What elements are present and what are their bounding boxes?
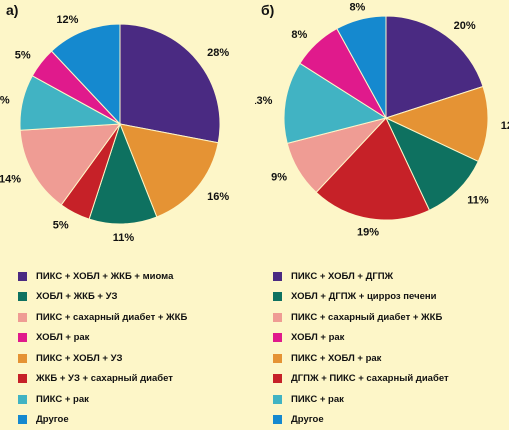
slice-value-label: 12% (501, 120, 509, 132)
legend-label: ПИКС + рак (36, 394, 89, 405)
legend-label: ЖКБ + УЗ + сахарный диабет (36, 373, 173, 384)
slice-value-label: 12% (56, 14, 78, 26)
slice-value-label: 16% (207, 191, 229, 203)
chart-panel-a: а) 28%16%11%5%14%9%5%12% ПИКС + ХОБЛ + Ж… (0, 0, 254, 411)
legend-label: ПИКС + сахарный диабет + ЖКБ (36, 312, 187, 323)
legend-label: Другое (36, 414, 69, 425)
legend-item: ПИКС + рак (18, 389, 187, 410)
pie-chart-b: 20% 12% 11% 19% 9% 13% 8% 8% (255, 0, 509, 262)
slice-value-label: 14% (0, 173, 21, 185)
legend-swatch (273, 313, 282, 322)
legend-swatch (18, 272, 27, 281)
legend-label: ХОБЛ + ЖКБ + УЗ (36, 291, 117, 302)
pie-chart-a: 28% 16% 11% 5% 14% 9% 5% 12% (0, 0, 254, 262)
legend-swatch (273, 374, 282, 383)
legend-item: ПИКС + ХОБЛ + УЗ (18, 348, 187, 369)
slice-value-label: 20% (454, 20, 476, 32)
legend-item: Другое (18, 410, 187, 430)
legend-swatch (18, 313, 27, 322)
slice-value-label: 5% (53, 220, 69, 232)
slice-value-label: 11% (113, 232, 135, 244)
legend-swatch (273, 395, 282, 404)
legend-label: ХОБЛ + рак (291, 332, 344, 343)
legend-label: ПИКС + ХОБЛ + ДГПЖ (291, 271, 393, 282)
legend-swatch (18, 333, 27, 342)
legend-item: ЖКБ + УЗ + сахарный диабет (18, 369, 187, 390)
legend-item: ПИКС + сахарный диабет + ЖКБ (273, 307, 449, 328)
slice-value-label: 28% (207, 47, 229, 59)
legend-label: ХОБЛ + ДГПЖ + цирроз печени (291, 291, 436, 302)
slice-value-label: 9% (0, 94, 10, 106)
legend-label: ПИКС + ХОБЛ + ЖКБ + миома (36, 271, 173, 282)
legend-swatch (273, 292, 282, 301)
legend-swatch (18, 292, 27, 301)
slice-value-label: 19% (357, 227, 379, 239)
legend-item: ПИКС + рак (273, 389, 449, 410)
legend-item: ПИКС + ХОБЛ + ЖКБ + миома (18, 266, 187, 287)
legend-label: Другое (291, 414, 324, 425)
legend-swatch (273, 333, 282, 342)
slice-value-label: 13% (255, 95, 273, 107)
legend-label: ХОБЛ + рак (36, 332, 89, 343)
legend-a: ПИКС + ХОБЛ + ЖКБ + миома ХОБЛ + ЖКБ + УЗ… (18, 266, 187, 430)
legend-item: ХОБЛ + ДГПЖ + цирроз печени (273, 287, 449, 308)
legend-item: Другое (273, 410, 449, 430)
legend-item: ХОБЛ + ЖКБ + УЗ (18, 287, 187, 308)
legend-item: ХОБЛ + рак (273, 328, 449, 349)
legend-label: ПИКС + ХОБЛ + УЗ (36, 353, 122, 364)
legend-label: ДГПЖ + ПИКС + сахарный диабет (291, 373, 449, 384)
slice-value-label: 8% (349, 2, 365, 14)
slice-value-label: 9% (271, 172, 287, 184)
legend-label: ПИКС + рак (291, 394, 344, 405)
legend-swatch (273, 354, 282, 363)
slice-value-label: 5% (15, 50, 31, 62)
chart-panel-b: б) 20%12%11%19%9%13%8%8% ПИКС + ХОБЛ + Д… (255, 0, 509, 411)
slice-value-label: 11% (467, 194, 489, 206)
legend-swatch (18, 374, 27, 383)
legend-item: ДГПЖ + ПИКС + сахарный диабет (273, 369, 449, 390)
legend-item: ПИКС + ХОБЛ + рак (273, 348, 449, 369)
legend-swatch (18, 354, 27, 363)
legend-item: ХОБЛ + рак (18, 328, 187, 349)
slice-value-label: 8% (291, 29, 307, 41)
legend-label: ПИКС + сахарный диабет + ЖКБ (291, 312, 442, 323)
pie-slice (120, 24, 220, 143)
legend-swatch (18, 415, 27, 424)
legend-item: ПИКС + ХОБЛ + ДГПЖ (273, 266, 449, 287)
legend-item: ПИКС + сахарный диабет + ЖКБ (18, 307, 187, 328)
legend-swatch (273, 272, 282, 281)
legend-label: ПИКС + ХОБЛ + рак (291, 353, 381, 364)
legend-swatch (273, 415, 282, 424)
legend-b: ПИКС + ХОБЛ + ДГПЖ ХОБЛ + ДГПЖ + цирроз п… (273, 266, 449, 430)
legend-swatch (18, 395, 27, 404)
